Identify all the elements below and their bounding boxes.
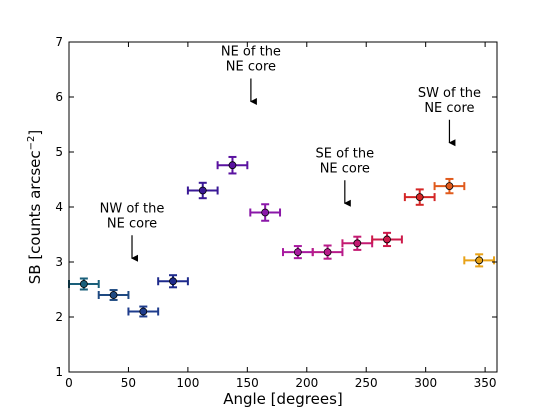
data-point-group (127, 305, 160, 318)
data-point-group (463, 253, 496, 268)
data-points (68, 155, 496, 318)
x-tick-label: 150 (236, 376, 259, 390)
data-point (415, 193, 424, 202)
x-tick-label: 350 (474, 376, 497, 390)
annotation-text: NE core (107, 216, 157, 231)
x-tick-label: 300 (414, 376, 437, 390)
data-point (383, 235, 391, 244)
x-tick-label: 0 (65, 376, 73, 390)
data-point (198, 186, 207, 195)
annotation-text: SE of the (316, 146, 375, 161)
y-tick-label: 3 (55, 255, 63, 269)
axes: 0 50 100 150 200 250 300 350 1 2 3 4 5 6 7 Angle [degre… (26, 35, 498, 408)
data-point (475, 256, 484, 265)
data-point (228, 161, 237, 170)
annotation-text: NE core (424, 101, 474, 116)
y-axis-label-superscript: −2 (26, 136, 37, 151)
data-point (293, 248, 302, 257)
data-point (261, 208, 270, 217)
y-tick-label: 7 (55, 35, 63, 49)
data-point (445, 182, 454, 191)
x-tick-label: 50 (121, 376, 136, 390)
y-axis-label: SB [counts arcsec−2] (26, 130, 44, 285)
data-point (109, 291, 118, 299)
y-tick-label: 6 (55, 90, 63, 104)
data-point-group (68, 277, 100, 291)
data-point-group (249, 203, 282, 222)
data-point-group (433, 177, 466, 195)
data-point (169, 277, 177, 286)
y-axis-label-main: SB [counts arcsec (26, 150, 44, 284)
y-tick-label: 5 (55, 145, 63, 159)
data-point-group (341, 235, 374, 251)
data-point-group (403, 188, 436, 206)
annotation-text: NE core (226, 60, 276, 75)
data-point-group (157, 274, 189, 289)
x-axis-label: Angle [degrees] (223, 390, 343, 408)
data-point-group (186, 181, 219, 200)
data-point-group (97, 289, 130, 301)
y-tick-label: 2 (55, 310, 63, 324)
y-tick-label: 1 (55, 365, 63, 379)
x-tick-label: 250 (355, 376, 378, 390)
annotation-text: SW of the (418, 86, 481, 101)
data-point-group (216, 155, 249, 175)
data-point-group (311, 244, 344, 260)
annotation-text: NE of the (221, 45, 281, 60)
x-tick-label: 100 (176, 376, 199, 390)
y-axis-label-close: ] (26, 130, 44, 136)
data-point-group (371, 231, 403, 248)
data-point (79, 280, 88, 288)
data-point (323, 248, 332, 257)
data-point-group (282, 245, 314, 260)
data-point (353, 239, 362, 248)
annotation-text: NW of the (100, 201, 165, 216)
annotation-text: NE core (320, 161, 370, 176)
y-tick-label: 4 (55, 200, 63, 214)
data-point (139, 307, 148, 316)
x-tick-label: 200 (295, 376, 318, 390)
